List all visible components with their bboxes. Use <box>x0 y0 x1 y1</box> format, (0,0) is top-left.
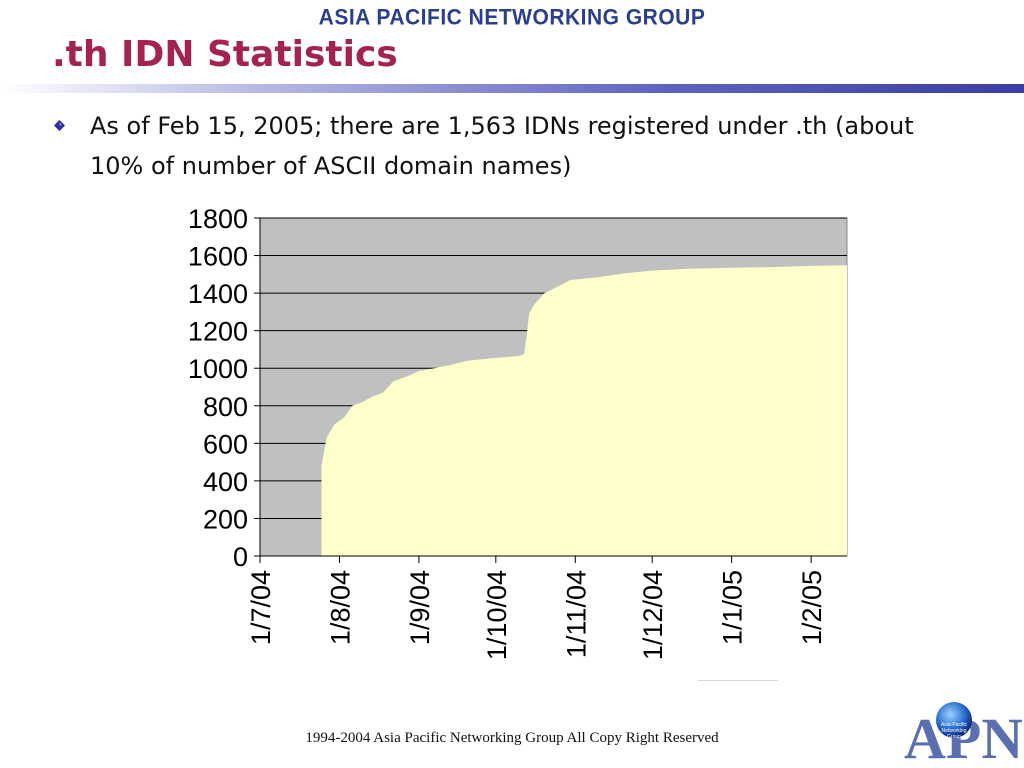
x-tick-label: 1/8/04 <box>325 570 355 645</box>
x-tick-label: 1/12/04 <box>638 570 668 660</box>
x-tick-label: 1/1/05 <box>718 570 748 645</box>
header-banner: ASIA PACIFIC NETWORKING GROUP <box>0 5 1024 34</box>
y-tick-label: 800 <box>203 392 248 422</box>
y-tick-label: 1200 <box>188 317 248 347</box>
footer-copyright: 1994-2004 Asia Pacific Networking Group … <box>305 730 719 746</box>
y-tick-label: 400 <box>203 467 248 497</box>
y-tick-label: 1800 <box>188 204 248 234</box>
x-tick-label: 1/11/04 <box>561 570 591 658</box>
y-tick-label: 1400 <box>188 279 248 309</box>
y-tick-label: 0 <box>233 542 248 572</box>
x-tick-label: 1/2/05 <box>797 570 827 645</box>
logo-subtext-1: Asia-Pacific <box>941 722 968 728</box>
series-area <box>321 265 847 556</box>
x-tick-label: 1/9/04 <box>405 570 435 645</box>
x-tick-label: 1/10/04 <box>482 570 512 660</box>
y-tick-label: 200 <box>203 504 248 534</box>
apng-logo: APNG Asia-Pacific Networking Group <box>904 702 1022 764</box>
divider <box>698 680 778 681</box>
banner-text: ASIA PACIFIC NETWORKING GROUP <box>318 5 706 30</box>
idn-growth-chart: 0 200 400 600 800 1000 1200 1400 1600 1800 1/7/04 1… <box>188 204 848 660</box>
title-rule <box>0 84 1024 93</box>
y-tick-label: 1600 <box>188 242 248 272</box>
y-tick-label: 600 <box>203 429 248 459</box>
diamond-bullet-icon <box>54 120 65 131</box>
x-tick-label: 1/7/04 <box>246 570 276 645</box>
logo-subtext-2: Networking <box>941 728 966 734</box>
globe-icon <box>936 702 972 738</box>
y-tick-label: 1000 <box>188 354 248 384</box>
logo-subtext-3: Group <box>947 734 961 740</box>
bullet-text: As of Feb 15, 2005; there are 1,563 IDNs… <box>90 112 914 180</box>
slide-title: .th IDN Statistics <box>52 34 398 75</box>
